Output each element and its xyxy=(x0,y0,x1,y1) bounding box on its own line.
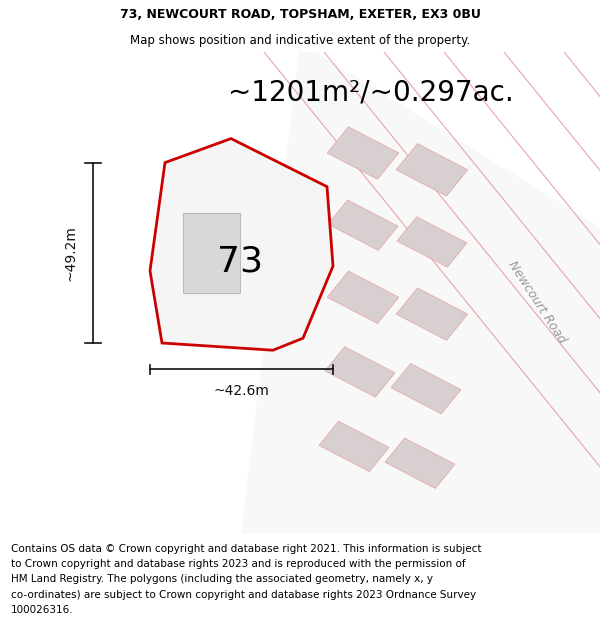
Text: 73: 73 xyxy=(217,244,263,278)
Text: ~42.6m: ~42.6m xyxy=(214,384,269,398)
Polygon shape xyxy=(391,364,461,414)
Polygon shape xyxy=(385,438,455,489)
Polygon shape xyxy=(150,139,333,350)
Polygon shape xyxy=(397,217,467,268)
Text: ~49.2m: ~49.2m xyxy=(63,225,77,281)
Text: ~1201m²/~0.297ac.: ~1201m²/~0.297ac. xyxy=(228,79,514,107)
Text: 100026316.: 100026316. xyxy=(11,605,73,615)
Text: Newcourt Road: Newcourt Road xyxy=(506,259,568,346)
Polygon shape xyxy=(327,271,399,324)
Polygon shape xyxy=(240,42,600,542)
Text: HM Land Registry. The polygons (including the associated geometry, namely x, y: HM Land Registry. The polygons (includin… xyxy=(11,574,433,584)
Text: Contains OS data © Crown copyright and database right 2021. This information is : Contains OS data © Crown copyright and d… xyxy=(11,544,481,554)
Polygon shape xyxy=(319,421,389,472)
Polygon shape xyxy=(328,200,398,251)
Text: 73, NEWCOURT ROAD, TOPSHAM, EXETER, EX3 0BU: 73, NEWCOURT ROAD, TOPSHAM, EXETER, EX3 … xyxy=(119,8,481,21)
Polygon shape xyxy=(327,127,399,179)
Text: Map shows position and indicative extent of the property.: Map shows position and indicative extent… xyxy=(130,34,470,47)
Text: to Crown copyright and database rights 2023 and is reproduced with the permissio: to Crown copyright and database rights 2… xyxy=(11,559,466,569)
Polygon shape xyxy=(396,144,468,196)
Text: co-ordinates) are subject to Crown copyright and database rights 2023 Ordnance S: co-ordinates) are subject to Crown copyr… xyxy=(11,589,476,599)
Bar xyxy=(183,213,240,292)
Polygon shape xyxy=(325,347,395,397)
Polygon shape xyxy=(396,288,468,341)
